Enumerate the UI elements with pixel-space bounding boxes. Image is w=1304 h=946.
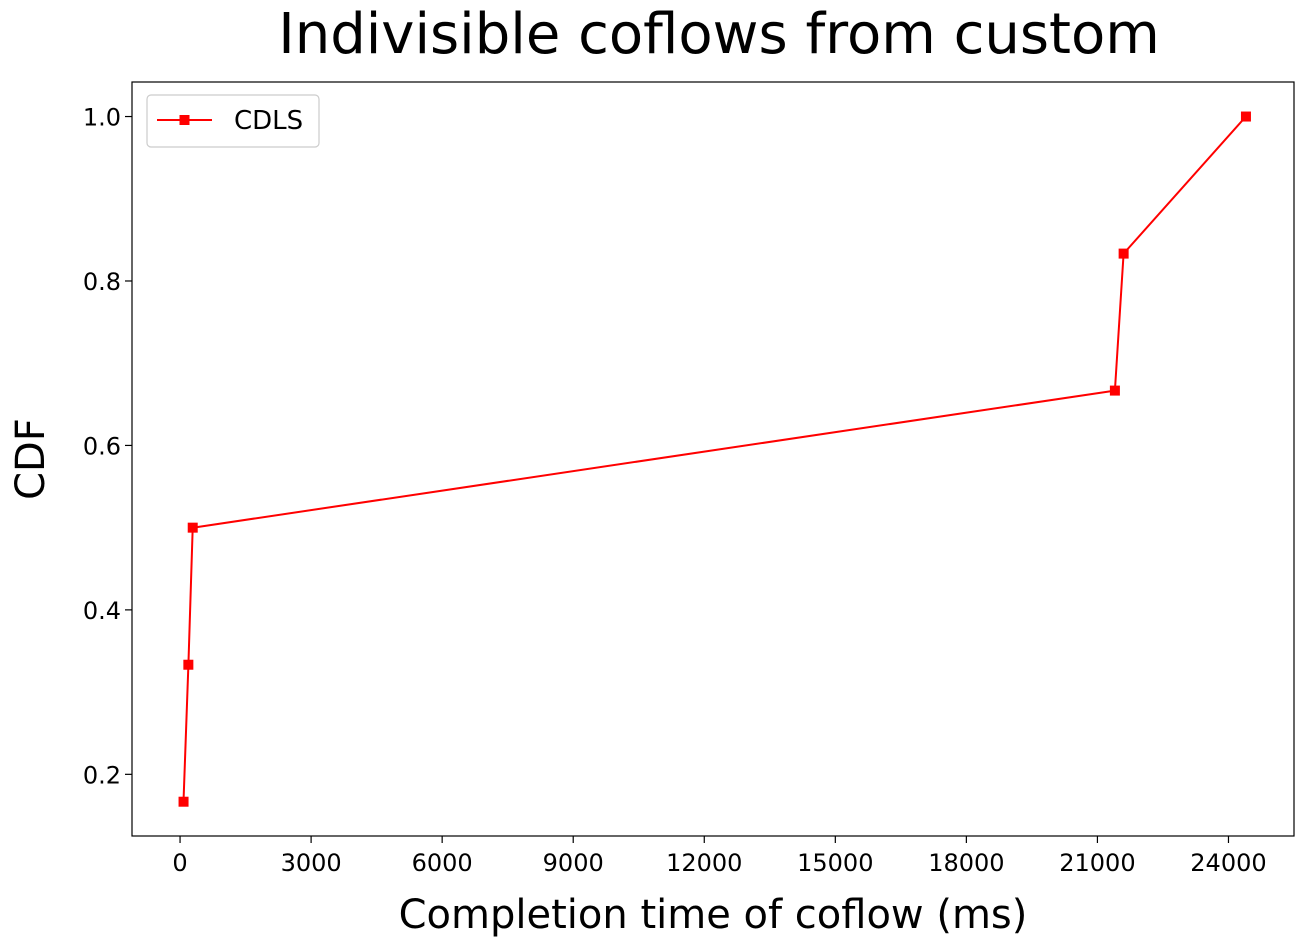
- data-point: [1240, 111, 1251, 122]
- data-point: [1109, 385, 1120, 396]
- data-point: [178, 796, 189, 807]
- x-axis-label: Completion time of coflow (ms): [399, 892, 1028, 938]
- plot-area: [131, 81, 1295, 837]
- legend-box: [146, 94, 320, 148]
- y-axis: 0.2 0.4 0.6 0.8 1.0: [83, 104, 132, 789]
- x-tick-label: 9000: [543, 849, 604, 877]
- x-tick-label: 12000: [666, 849, 742, 877]
- x-tick-label: 0: [172, 849, 187, 877]
- series-line-cdls: [182, 115, 1247, 802]
- y-tick-label: 0.2: [83, 761, 121, 789]
- y-tick-label: 0.4: [83, 597, 121, 625]
- x-tick-label: 18000: [928, 849, 1004, 877]
- y-tick-label: 1.0: [83, 104, 121, 132]
- series-layer: [178, 111, 1251, 807]
- data-point: [183, 659, 194, 670]
- x-tick-label: 15000: [797, 849, 873, 877]
- legend: CDLS: [146, 94, 320, 148]
- legend-marker-cdls: [179, 115, 190, 125]
- y-tick-label: 0.6: [83, 432, 121, 460]
- chart-title: Indivisible coflows from custom: [278, 2, 1160, 67]
- x-tick-label: 24000: [1190, 849, 1266, 877]
- y-axis-label: CDF: [8, 418, 54, 500]
- x-tick-label: 6000: [412, 849, 473, 877]
- data-point: [187, 522, 198, 533]
- x-tick-label: 21000: [1059, 849, 1135, 877]
- legend-label-cdls: CDLS: [234, 106, 303, 136]
- x-axis: 0 3000 6000 9000 12000 15000 18000 21000 24000: [172, 836, 1267, 877]
- x-tick-label: 3000: [281, 849, 342, 877]
- data-point: [1118, 248, 1129, 259]
- y-tick-label: 0.8: [83, 268, 121, 296]
